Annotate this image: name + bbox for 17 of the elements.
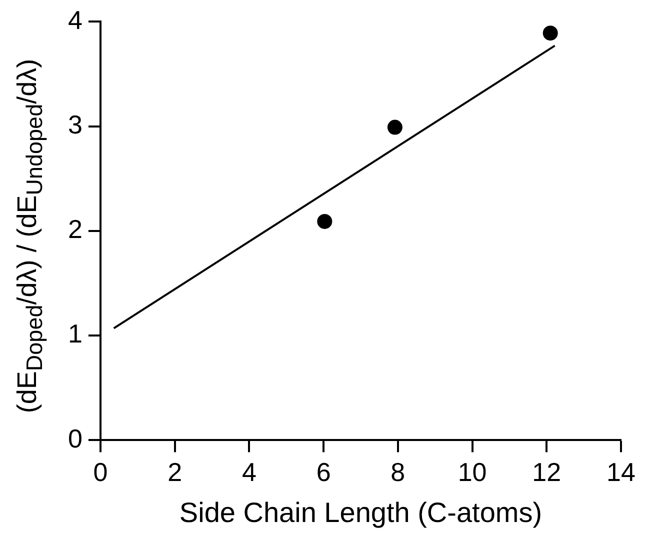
x-tick-label: 4	[242, 456, 256, 487]
point	[542, 26, 558, 41]
y-tick-label: 2	[68, 214, 82, 244]
point	[387, 120, 402, 135]
y-tick-label: 4	[68, 4, 82, 35]
x-tick-label: 2	[168, 456, 182, 487]
x-tick-label: 8	[390, 456, 406, 487]
point	[317, 214, 332, 229]
x-tick-label: 10	[458, 456, 487, 487]
y-tick-label: 3	[68, 109, 82, 140]
y-tick-label: 0	[68, 423, 82, 454]
x-tick-label: 14	[606, 456, 636, 487]
x-tick-label: 12	[532, 456, 562, 487]
x-tick-label: 0	[93, 456, 108, 487]
x-tick-label: 6	[316, 456, 331, 487]
y-tick-label: 1	[68, 318, 82, 349]
x-axis-title: Side Chain Length (C-atoms)	[179, 496, 542, 528]
